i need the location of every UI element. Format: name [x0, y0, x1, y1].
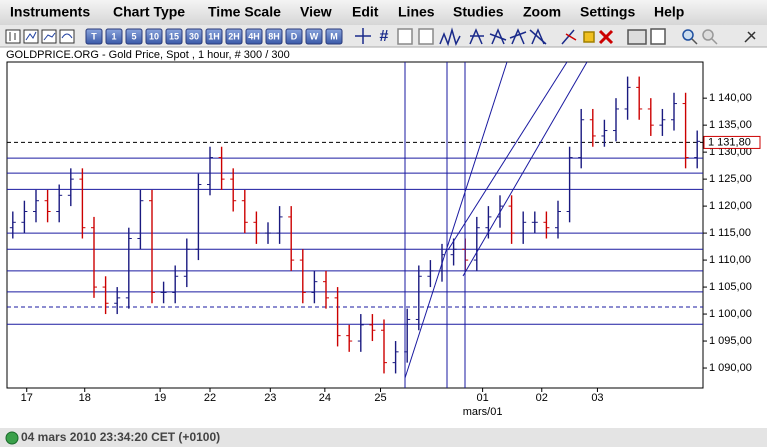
x-tick-label: 22: [204, 392, 216, 404]
timescale-label: 10: [149, 31, 159, 41]
timescale-button[interactable]: [245, 28, 263, 45]
timescale-label: T: [91, 31, 97, 41]
x-tick-label: 02: [536, 392, 548, 404]
timescale-button[interactable]: [125, 28, 143, 45]
menu-item[interactable]: Lines: [398, 4, 435, 20]
menu-item[interactable]: View: [300, 4, 332, 20]
svg-text:#: #: [380, 28, 389, 45]
timescale-button[interactable]: [325, 28, 343, 45]
x-tick-label: 23: [264, 392, 276, 404]
y-tick-label: 1 100,00: [709, 308, 752, 320]
chart-title: GOLDPRICE.ORG - Gold Price, Spot , 1 hou…: [6, 49, 290, 61]
menu-item[interactable]: Edit: [352, 4, 379, 20]
status-bar: [0, 428, 767, 447]
status-text: 04 mars 2010 23:34:20 CET (+0100): [21, 430, 220, 444]
price-marker-box: [703, 135, 761, 149]
timescale-label: D: [291, 31, 298, 41]
drawing-tool-icons[interactable]: #: [355, 27, 756, 47]
timescale-button[interactable]: [225, 28, 243, 45]
timescale-button[interactable]: [265, 28, 283, 45]
x-tick-label: 17: [21, 392, 33, 404]
y-tick-label: 1 110,00: [709, 254, 751, 266]
timescale-label: 1H: [208, 31, 220, 41]
drawn-lines: [404, 61, 588, 388]
x-tick-label: 01: [476, 392, 488, 404]
timescale-button[interactable]: [185, 28, 203, 45]
timescale-label: 1: [111, 31, 116, 41]
timescale-button[interactable]: [105, 28, 123, 45]
y-tick-label: 1 095,00: [709, 335, 752, 347]
y-tick-label: 1 130,00: [709, 146, 752, 158]
timescale-label: W: [310, 31, 319, 41]
timescale-label: 15: [169, 31, 179, 41]
x-month-label: mars/01: [463, 406, 503, 418]
timescale-button[interactable]: [145, 28, 163, 45]
menu-item[interactable]: Time Scale: [208, 4, 281, 20]
x-tick-label: 24: [319, 392, 331, 404]
timescale-label: M: [330, 31, 338, 41]
plot: [7, 76, 703, 374]
menu-item[interactable]: Chart Type: [113, 4, 185, 20]
menu-item[interactable]: Help: [654, 4, 684, 20]
price-marker-label: 1 131,80: [708, 136, 751, 148]
menu-item[interactable]: Settings: [580, 4, 635, 20]
timescale-button[interactable]: [205, 28, 223, 45]
y-tick-label: 1 140,00: [709, 92, 752, 104]
y-tick-label: 1 135,00: [709, 119, 752, 131]
y-tick-label: 1 115,00: [709, 227, 751, 239]
y-tick-label: 1 105,00: [709, 281, 752, 293]
timescale-button[interactable]: [85, 28, 103, 45]
plot-area: [6, 61, 704, 389]
menu-item[interactable]: Studies: [453, 4, 504, 20]
status-indicator: [5, 431, 19, 445]
menu-item[interactable]: Zoom: [523, 4, 561, 20]
timescale-button[interactable]: [165, 28, 183, 45]
chart-type-icons[interactable]: [5, 29, 75, 44]
timescale-button[interactable]: [305, 28, 323, 45]
menu-item[interactable]: Instruments: [10, 4, 90, 20]
timescale-label: 4H: [248, 31, 260, 41]
timescale-label: 30: [189, 31, 199, 41]
timescale-label: 2H: [228, 31, 240, 41]
timescale-label: 8H: [268, 31, 280, 41]
x-tick-label: 19: [154, 392, 166, 404]
x-tick-label: 18: [79, 392, 91, 404]
timescale-button[interactable]: [285, 28, 303, 45]
x-tick-label: 03: [591, 392, 603, 404]
timescale-label: 5: [131, 31, 136, 41]
menu-bar: [0, 0, 767, 25]
y-tick-label: 1 120,00: [709, 200, 752, 212]
x-tick-label: 25: [374, 392, 386, 404]
y-tick-label: 1 090,00: [709, 362, 752, 374]
y-tick-label: 1 125,00: [709, 173, 752, 185]
